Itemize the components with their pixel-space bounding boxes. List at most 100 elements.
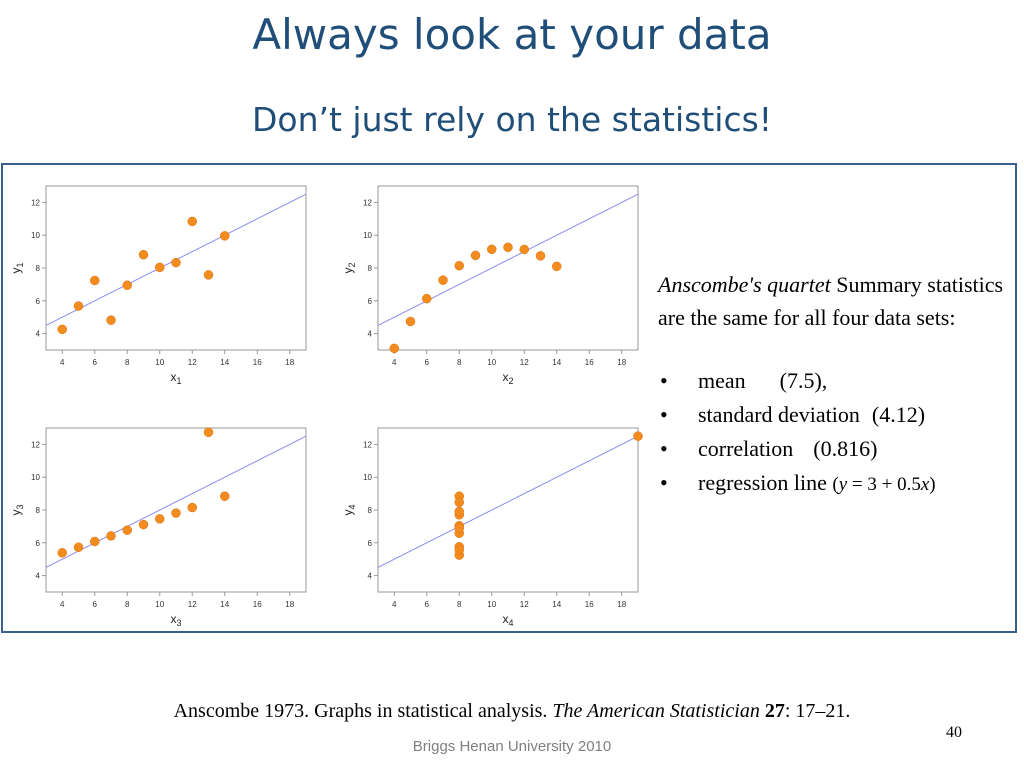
- x-tick-label: 12: [188, 600, 197, 609]
- summary-text: Anscombe's quartet Summary statistics ar…: [658, 268, 1008, 502]
- citation: Anscombe 1973. Graphs in statistical ana…: [0, 700, 1024, 723]
- x-tick-label: 6: [93, 600, 98, 609]
- data-point: [138, 249, 149, 260]
- summary-stats-list: mean (7.5), standard deviation (4.12) corr…: [658, 364, 1008, 502]
- x-tick-label: 16: [253, 358, 262, 367]
- x-tick-label: 8: [457, 600, 462, 609]
- data-point: [454, 523, 464, 533]
- y-tick-label: 12: [363, 440, 372, 449]
- plot-border: [377, 185, 639, 351]
- x-tick-label: 18: [285, 600, 294, 609]
- data-point: [187, 216, 197, 227]
- data-point: [454, 497, 464, 508]
- y-tick-label: 4: [36, 330, 41, 339]
- data-point: [203, 427, 214, 438]
- x-tick-label: 12: [520, 600, 529, 609]
- stat-value: (0.816): [813, 436, 878, 461]
- x-tick-label: 12: [188, 358, 197, 367]
- x-tick-label: 14: [552, 358, 561, 367]
- x-tick-label: 4: [60, 358, 65, 367]
- y-tick-label: 4: [368, 572, 373, 581]
- data-point: [73, 301, 84, 311]
- x-tick-label: 4: [60, 600, 65, 609]
- scatter-plot-3: 4 6 8 10 12 14 16 18 4 6 8 10 12 x3 y3: [6, 420, 311, 635]
- slide-title: Always look at your data: [252, 10, 772, 59]
- x-tick-label: 18: [285, 358, 294, 367]
- stat-correlation: correlation (0.816): [658, 432, 1008, 466]
- y-tick-label: 6: [36, 297, 41, 306]
- x-tick-label: 18: [617, 600, 626, 609]
- data-point: [454, 506, 464, 517]
- data-point: [57, 548, 67, 558]
- summary-title: Anscombe's quartet: [658, 272, 831, 297]
- data-point: [106, 315, 116, 325]
- y-tick-label: 10: [31, 231, 40, 240]
- x-tick-label: 16: [585, 600, 594, 609]
- y-tick-label: 8: [368, 506, 373, 515]
- regression-line: [377, 435, 639, 568]
- data-point: [138, 519, 149, 530]
- y-axis-label: y3: [9, 504, 25, 515]
- stat-standard-deviation: standard deviation (4.12): [658, 398, 1008, 432]
- data-point: [438, 275, 448, 285]
- formula-x: x: [920, 474, 930, 495]
- x-tick-label: 8: [457, 358, 462, 367]
- x-tick-label: 14: [552, 600, 561, 609]
- data-point: [454, 260, 464, 271]
- regression-formula: (y = 3 + 0.5x): [832, 474, 935, 495]
- y-tick-label: 6: [36, 539, 41, 548]
- slide-subtitle: Don’t just rely on the statistics!: [251, 100, 773, 139]
- y-tick-label: 12: [31, 198, 40, 207]
- y-tick-label: 12: [31, 440, 40, 449]
- y-tick-label: 6: [368, 539, 373, 548]
- data-point: [106, 531, 116, 541]
- y-tick-label: 8: [36, 506, 41, 515]
- x-tick-label: 10: [155, 600, 164, 609]
- data-point: [552, 261, 562, 272]
- scatter-plot-1: 4 6 8 10 12 14 16 18 4 6 8 10 12 x1 y1: [6, 178, 311, 393]
- x-tick-label: 12: [520, 358, 529, 367]
- formula-mid: = 3 + 0.5: [847, 474, 921, 495]
- data-point: [220, 491, 230, 501]
- data-point: [503, 242, 513, 253]
- data-point: [122, 280, 132, 290]
- y-tick-label: 12: [363, 198, 372, 207]
- scatter-plot-4: 4 6 8 10 12 14 16 18 4 6 8 10 12 x4 y4: [338, 420, 643, 635]
- data-point: [122, 525, 132, 535]
- y-tick-label: 8: [36, 264, 41, 273]
- x-tick-label: 18: [617, 358, 626, 367]
- data-point: [389, 343, 399, 354]
- y-tick-label: 10: [363, 473, 372, 482]
- data-point: [73, 542, 84, 552]
- x-tick-label: 8: [125, 358, 130, 367]
- data-point: [519, 244, 529, 255]
- citation-volume: 27: [764, 700, 785, 722]
- scatter-plot-1-svg: 4 6 8 10 12 14 16 18 4 6 8 10 12 x1 y1: [9, 185, 307, 386]
- data-point: [535, 251, 546, 261]
- x-tick-label: 10: [487, 600, 496, 609]
- x-tick-label: 10: [487, 358, 496, 367]
- data-point: [57, 324, 67, 335]
- content-frame: [1, 163, 1017, 633]
- y-tick-label: 10: [363, 231, 372, 240]
- stat-label: standard deviation: [698, 402, 860, 427]
- summary-description: Summary statistics are the same for all …: [658, 272, 1004, 330]
- data-point: [405, 316, 416, 327]
- data-point: [203, 270, 214, 280]
- scatter-plot-4-svg: 4 6 8 10 12 14 16 18 4 6 8 10 12 x4 y4: [341, 427, 643, 628]
- formula-open: (: [832, 474, 839, 495]
- y-axis-label: y2: [341, 262, 357, 273]
- citation-prefix: Anscombe 1973. Graphs in statistical ana…: [173, 700, 553, 722]
- page-number: 40: [946, 724, 962, 741]
- data-point: [422, 293, 432, 304]
- y-tick-label: 4: [368, 330, 373, 339]
- y-tick-label: 10: [31, 473, 40, 482]
- data-point: [155, 514, 165, 524]
- stat-label: mean: [698, 368, 746, 393]
- x-tick-label: 6: [425, 600, 430, 609]
- footer-text: Briggs Henan University 2010: [412, 738, 612, 755]
- plot-border: [45, 185, 307, 351]
- plot-border: [377, 427, 639, 593]
- data-point: [470, 250, 481, 261]
- y-tick-label: 4: [36, 572, 41, 581]
